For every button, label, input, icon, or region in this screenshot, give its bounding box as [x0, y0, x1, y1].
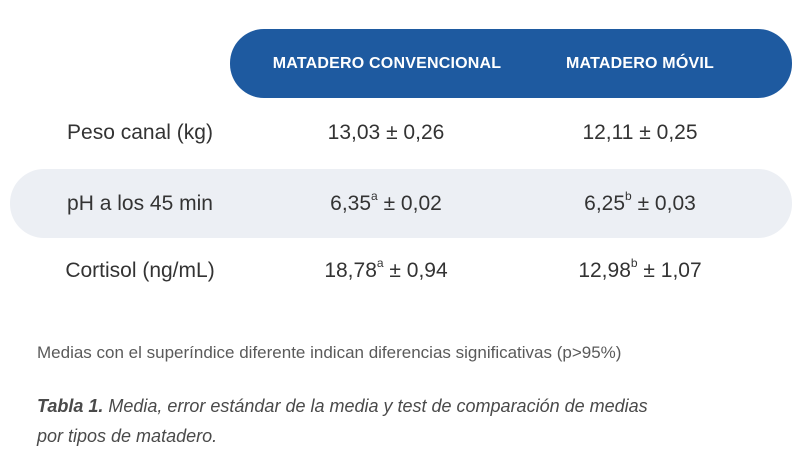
- cell-cortisol-convencional: 18,78a ± 0,94: [276, 256, 496, 286]
- cell-ph-movil: 6,25b ± 0,03: [530, 189, 750, 219]
- cell-std-error: ± 0,02: [377, 192, 442, 215]
- cell-superscript: b: [630, 256, 638, 270]
- cell-mean: 6,25: [584, 192, 626, 215]
- caption-label: Tabla 1.: [37, 396, 104, 416]
- cell-mean: 18,78: [324, 259, 377, 282]
- column-header-convencional: MATADERO CONVENCIONAL: [272, 55, 502, 72]
- cell-ph-convencional: 6,35a ± 0,02: [276, 189, 496, 219]
- row-highlight-band: [10, 169, 792, 238]
- cell-std-error: ± 1,07: [637, 259, 702, 282]
- row-label-ph: pH a los 45 min: [67, 192, 213, 215]
- cell-std-error: ± 0,26: [380, 121, 445, 144]
- cell-peso-canal-convencional: 13,03 ± 0,26: [276, 118, 496, 148]
- cell-superscript: a: [371, 189, 378, 203]
- row-label-cortisol: Cortisol (ng/mL): [65, 259, 215, 282]
- cell-cortisol-movil: 12,98b ± 1,07: [530, 256, 750, 286]
- cell-std-error: ± 0,94: [383, 259, 448, 282]
- caption-text: Media, error estándar de la media y test…: [37, 396, 648, 446]
- cell-mean: 6,35: [330, 192, 372, 215]
- cell-peso-canal-movil: 12,11 ± 0,25: [530, 118, 750, 148]
- row-label-peso-canal: Peso canal (kg): [67, 121, 213, 144]
- cell-mean: 12,98: [578, 259, 631, 282]
- cell-mean: 12,11: [582, 121, 634, 144]
- cell-superscript: b: [625, 189, 632, 203]
- cell-std-error: ± 0,25: [633, 121, 698, 144]
- table-header-bar: [230, 29, 792, 98]
- cell-mean: 13,03: [327, 121, 381, 144]
- column-header-movil: MATADERO MÓVIL: [566, 55, 714, 72]
- cell-superscript: a: [376, 256, 384, 270]
- table-caption: Tabla 1. Media, error estándar de la med…: [37, 391, 657, 451]
- table-footnote: Medias con el superíndice diferente indi…: [37, 343, 622, 362]
- cell-std-error: ± 0,03: [631, 192, 696, 215]
